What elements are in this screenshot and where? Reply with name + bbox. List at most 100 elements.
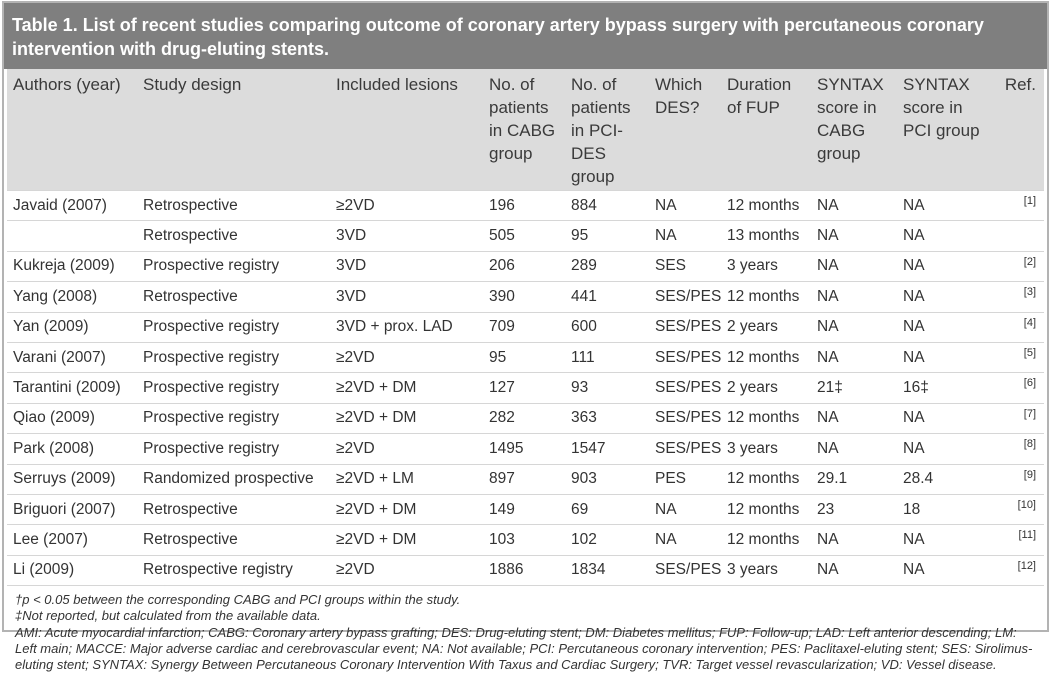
table-cell: NA <box>897 311 991 343</box>
table-cell: 1886 <box>483 554 565 586</box>
table-cell: 93 <box>565 372 649 404</box>
table-cell: 206 <box>483 250 565 282</box>
table-cell: Prospective registry <box>137 402 330 434</box>
table-row: Varani (2007) Prospective registry ≥2VD 95 1… <box>7 341 1044 373</box>
table-cell: [1] <box>991 189 1044 221</box>
table-cell: NA <box>811 189 897 221</box>
table-cell: 127 <box>483 372 565 404</box>
table-row: Qiao (2009) Prospective registry ≥2VD + DM… <box>7 402 1044 434</box>
table-row: Javaid (2007) Retrospective ≥2VD 196 884 NA 12… <box>7 189 1044 221</box>
table-cell: SES/PES <box>649 311 721 343</box>
table-cell: 16‡ <box>897 372 991 404</box>
table-cell: Retrospective <box>137 220 330 252</box>
table-cell: 363 <box>565 402 649 434</box>
table-cell: Prospective registry <box>137 433 330 465</box>
table-cell: 95 <box>565 220 649 252</box>
table-cell: 29.1 <box>811 463 897 495</box>
column-header: SYNTAX score in PCI group <box>897 69 991 191</box>
table-cell: SES/PES <box>649 433 721 465</box>
table-cell: 600 <box>565 311 649 343</box>
table-cell: ≥2VD <box>330 554 483 586</box>
table-cell: [7] <box>991 402 1044 434</box>
table-cell: Varani (2007) <box>7 341 137 373</box>
table-cell: NA <box>811 281 897 313</box>
table-cell: NA <box>897 341 991 373</box>
table-cell: ≥2VD + DM <box>330 372 483 404</box>
table-cell: 897 <box>483 463 565 495</box>
table-cell: 102 <box>565 524 649 556</box>
table-cell: 196 <box>483 189 565 221</box>
table-cell: 3VD <box>330 220 483 252</box>
table-cell: Yan (2009) <box>7 311 137 343</box>
table-cell: SES/PES <box>649 341 721 373</box>
table-cell: SES/PES <box>649 554 721 586</box>
table-cell: NA <box>897 250 991 282</box>
table-cell: Kukreja (2009) <box>7 250 137 282</box>
table-cell: 12 months <box>721 402 811 434</box>
column-header: Duration of FUP <box>721 69 811 191</box>
table-cell: 884 <box>565 189 649 221</box>
table-cell: ≥2VD + LM <box>330 463 483 495</box>
table-cell: SES/PES <box>649 372 721 404</box>
table-cell: 1547 <box>565 433 649 465</box>
table-cell: Randomized prospective <box>137 463 330 495</box>
table-cell: 505 <box>483 220 565 252</box>
studies-table: Authors (year) Study design Included lesio… <box>7 69 1044 586</box>
column-header: SYNTAX score in CABG group <box>811 69 897 191</box>
table-cell: [6] <box>991 372 1044 404</box>
table-cell: 282 <box>483 402 565 434</box>
table-cell: NA <box>649 493 721 525</box>
table-cell: Retrospective <box>137 281 330 313</box>
table-cell: 3VD <box>330 281 483 313</box>
table-cell: 28.4 <box>897 463 991 495</box>
table-cell: Retrospective <box>137 493 330 525</box>
table-cell: 12 months <box>721 281 811 313</box>
table-cell: 95 <box>483 341 565 373</box>
table-cell: 21‡ <box>811 372 897 404</box>
table-cell: 12 months <box>721 341 811 373</box>
table-cell <box>7 220 137 252</box>
table-cell: 3VD + prox. LAD <box>330 311 483 343</box>
column-header: No. of patients in CABG group <box>483 69 565 191</box>
table-cell: NA <box>897 189 991 221</box>
table-cell: NA <box>811 433 897 465</box>
table-row: Yan (2009) Prospective registry 3VD + prox… <box>7 311 1044 343</box>
table-cell: Prospective registry <box>137 341 330 373</box>
table-cell: ≥2VD + DM <box>330 402 483 434</box>
table-cell: [3] <box>991 281 1044 313</box>
table-cell: Tarantini (2009) <box>7 372 137 404</box>
table-cell: ≥2VD <box>330 433 483 465</box>
column-header: Which DES? <box>649 69 721 191</box>
table-cell: [9] <box>991 463 1044 495</box>
column-header: Included lesions <box>330 69 483 191</box>
table-cell: SES/PES <box>649 281 721 313</box>
table-cell: [12] <box>991 554 1044 586</box>
column-header: Ref. <box>991 69 1044 191</box>
table-cell: ≥2VD + DM <box>330 524 483 556</box>
table-cell: Prospective registry <box>137 311 330 343</box>
table-cell: 3 years <box>721 433 811 465</box>
table-cell: Park (2008) <box>7 433 137 465</box>
table-row: Park (2008) Prospective registry ≥2VD 1495 1… <box>7 433 1044 465</box>
table-cell: Li (2009) <box>7 554 137 586</box>
table-row: Briguori (2007) Retrospective ≥2VD + DM 149… <box>7 493 1044 525</box>
table-cell: ≥2VD <box>330 341 483 373</box>
table-cell: NA <box>811 341 897 373</box>
table-cell: 1495 <box>483 433 565 465</box>
table-cell: NA <box>811 554 897 586</box>
table-cell: 1834 <box>565 554 649 586</box>
table-cell: ≥2VD <box>330 189 483 221</box>
table-cell: 441 <box>565 281 649 313</box>
table-row: Yang (2008) Retrospective 3VD 390 441 SES/PES… <box>7 281 1044 313</box>
table-cell: NA <box>811 220 897 252</box>
table-cell: NA <box>811 402 897 434</box>
table-cell: ≥2VD + DM <box>330 493 483 525</box>
table-cell: [8] <box>991 433 1044 465</box>
table-cell: 903 <box>565 463 649 495</box>
table-cell: 289 <box>565 250 649 282</box>
table-cell: SES/PES <box>649 402 721 434</box>
table-cell: [2] <box>991 250 1044 282</box>
table-cell: NA <box>811 250 897 282</box>
table-cell: Yang (2008) <box>7 281 137 313</box>
column-header: Study design <box>137 69 330 191</box>
